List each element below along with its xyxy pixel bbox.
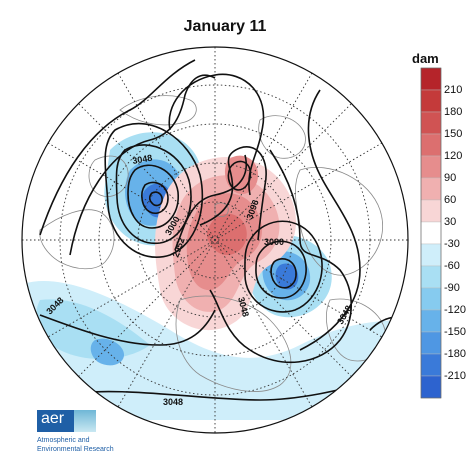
colorbar-label: 180 (444, 106, 463, 118)
colorbar-swatch (420, 177, 442, 201)
colorbar (420, 67, 442, 399)
colorbar-swatch (420, 133, 442, 157)
map-title: January 11 (183, 18, 267, 35)
contour-label: 3048 (163, 397, 183, 407)
logo-text: aer (41, 410, 65, 427)
colorbar-label: 60 (444, 194, 457, 206)
colorbar-swatch (420, 309, 442, 333)
colorbar-swatch (420, 331, 442, 355)
colorbar-label: 90 (444, 172, 457, 184)
contour-label: 3000 (264, 237, 284, 247)
colorbar-swatch (420, 353, 442, 377)
org-line-1: Atmospheric and (37, 437, 90, 444)
colorbar-label: -60 (444, 260, 460, 272)
colorbar-label: -150 (444, 326, 467, 338)
colorbar-label: 150 (444, 128, 463, 140)
colorbar-label: -90 (444, 282, 460, 294)
colorbar-swatch (420, 287, 442, 311)
colorbar-swatch (420, 67, 442, 91)
graticule (22, 47, 408, 433)
colorbar-label: -120 (444, 304, 467, 316)
colorbar-label: -180 (444, 348, 467, 360)
colorbar-swatch (420, 243, 442, 267)
globe-outline (21, 46, 409, 434)
contour-label: 3048 (132, 153, 153, 166)
colorbar-label: 30 (444, 216, 457, 228)
org-line-2: Environmental Research (37, 446, 114, 453)
colorbar-label: 210 (444, 84, 463, 96)
colorbar-label: -30 (444, 238, 460, 250)
contour-labels: 3048 3048 3048 3048 3048 2952 3000 3000 … (44, 153, 353, 407)
colorbar-outline (420, 67, 442, 399)
colorbar-swatch (420, 89, 442, 113)
colorbar-swatch (420, 221, 442, 245)
colorbar-swatch (420, 265, 442, 289)
colorbar-label: -210 (444, 370, 467, 382)
aer-logo: aer (37, 410, 96, 432)
colorbar-swatch (420, 375, 442, 399)
colorbar-unit: dam (412, 51, 439, 66)
organization-name: Atmospheric and Environmental Research (37, 436, 114, 454)
colorbar-swatch (420, 111, 442, 135)
colorbar-swatch (420, 199, 442, 223)
colorbar-label: 120 (444, 150, 463, 162)
colorbar-swatch (420, 155, 442, 179)
logo-box (37, 410, 74, 432)
logo-strip (74, 410, 96, 432)
